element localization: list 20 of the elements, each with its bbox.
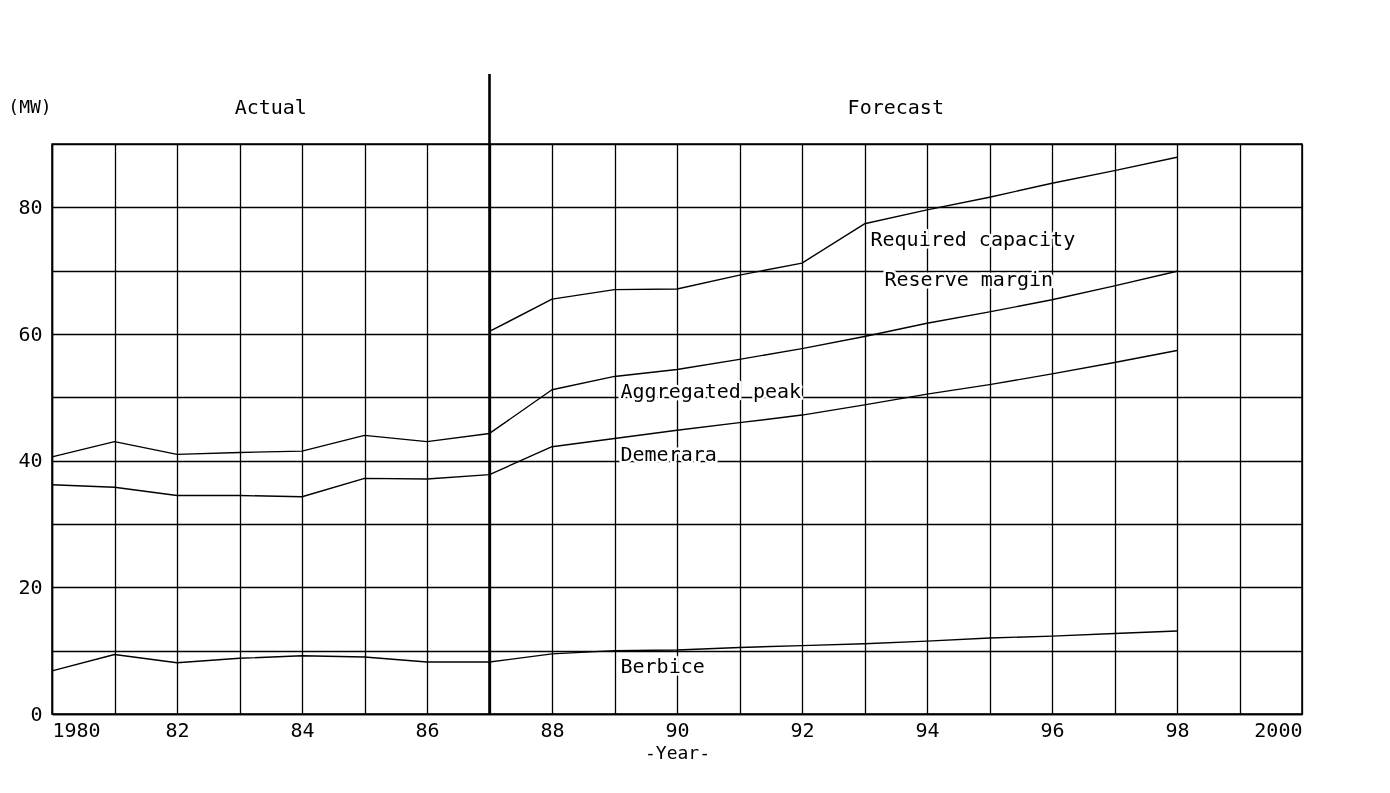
y-tick-label: 80 [18,194,43,219]
x-tick-label: 84 [290,717,315,742]
x-tick-label: 94 [915,717,940,742]
y-tick-label: 0 [30,701,43,726]
y-tick-label: 20 [18,574,43,599]
y-tick-label: 60 [18,321,43,346]
y-tick-label: 40 [18,448,43,473]
y-axis-title: (MW) [8,96,52,117]
x-axis-title: -Year- [644,741,711,763]
x-tick-label: 88 [540,717,565,742]
x-tick-label: 1980 [52,717,101,742]
x-tick-label: 92 [790,717,815,742]
x-tick-label: 90 [665,717,690,742]
text: Forecast [847,95,944,119]
x-tick-label: 98 [1165,717,1190,742]
text: Actual [234,95,307,119]
x-tick-label: 86 [415,717,440,742]
x-tick-label: 96 [1040,717,1065,742]
x-tick-label: 82 [165,717,190,742]
x-tick-label: 2000 [1254,717,1303,742]
